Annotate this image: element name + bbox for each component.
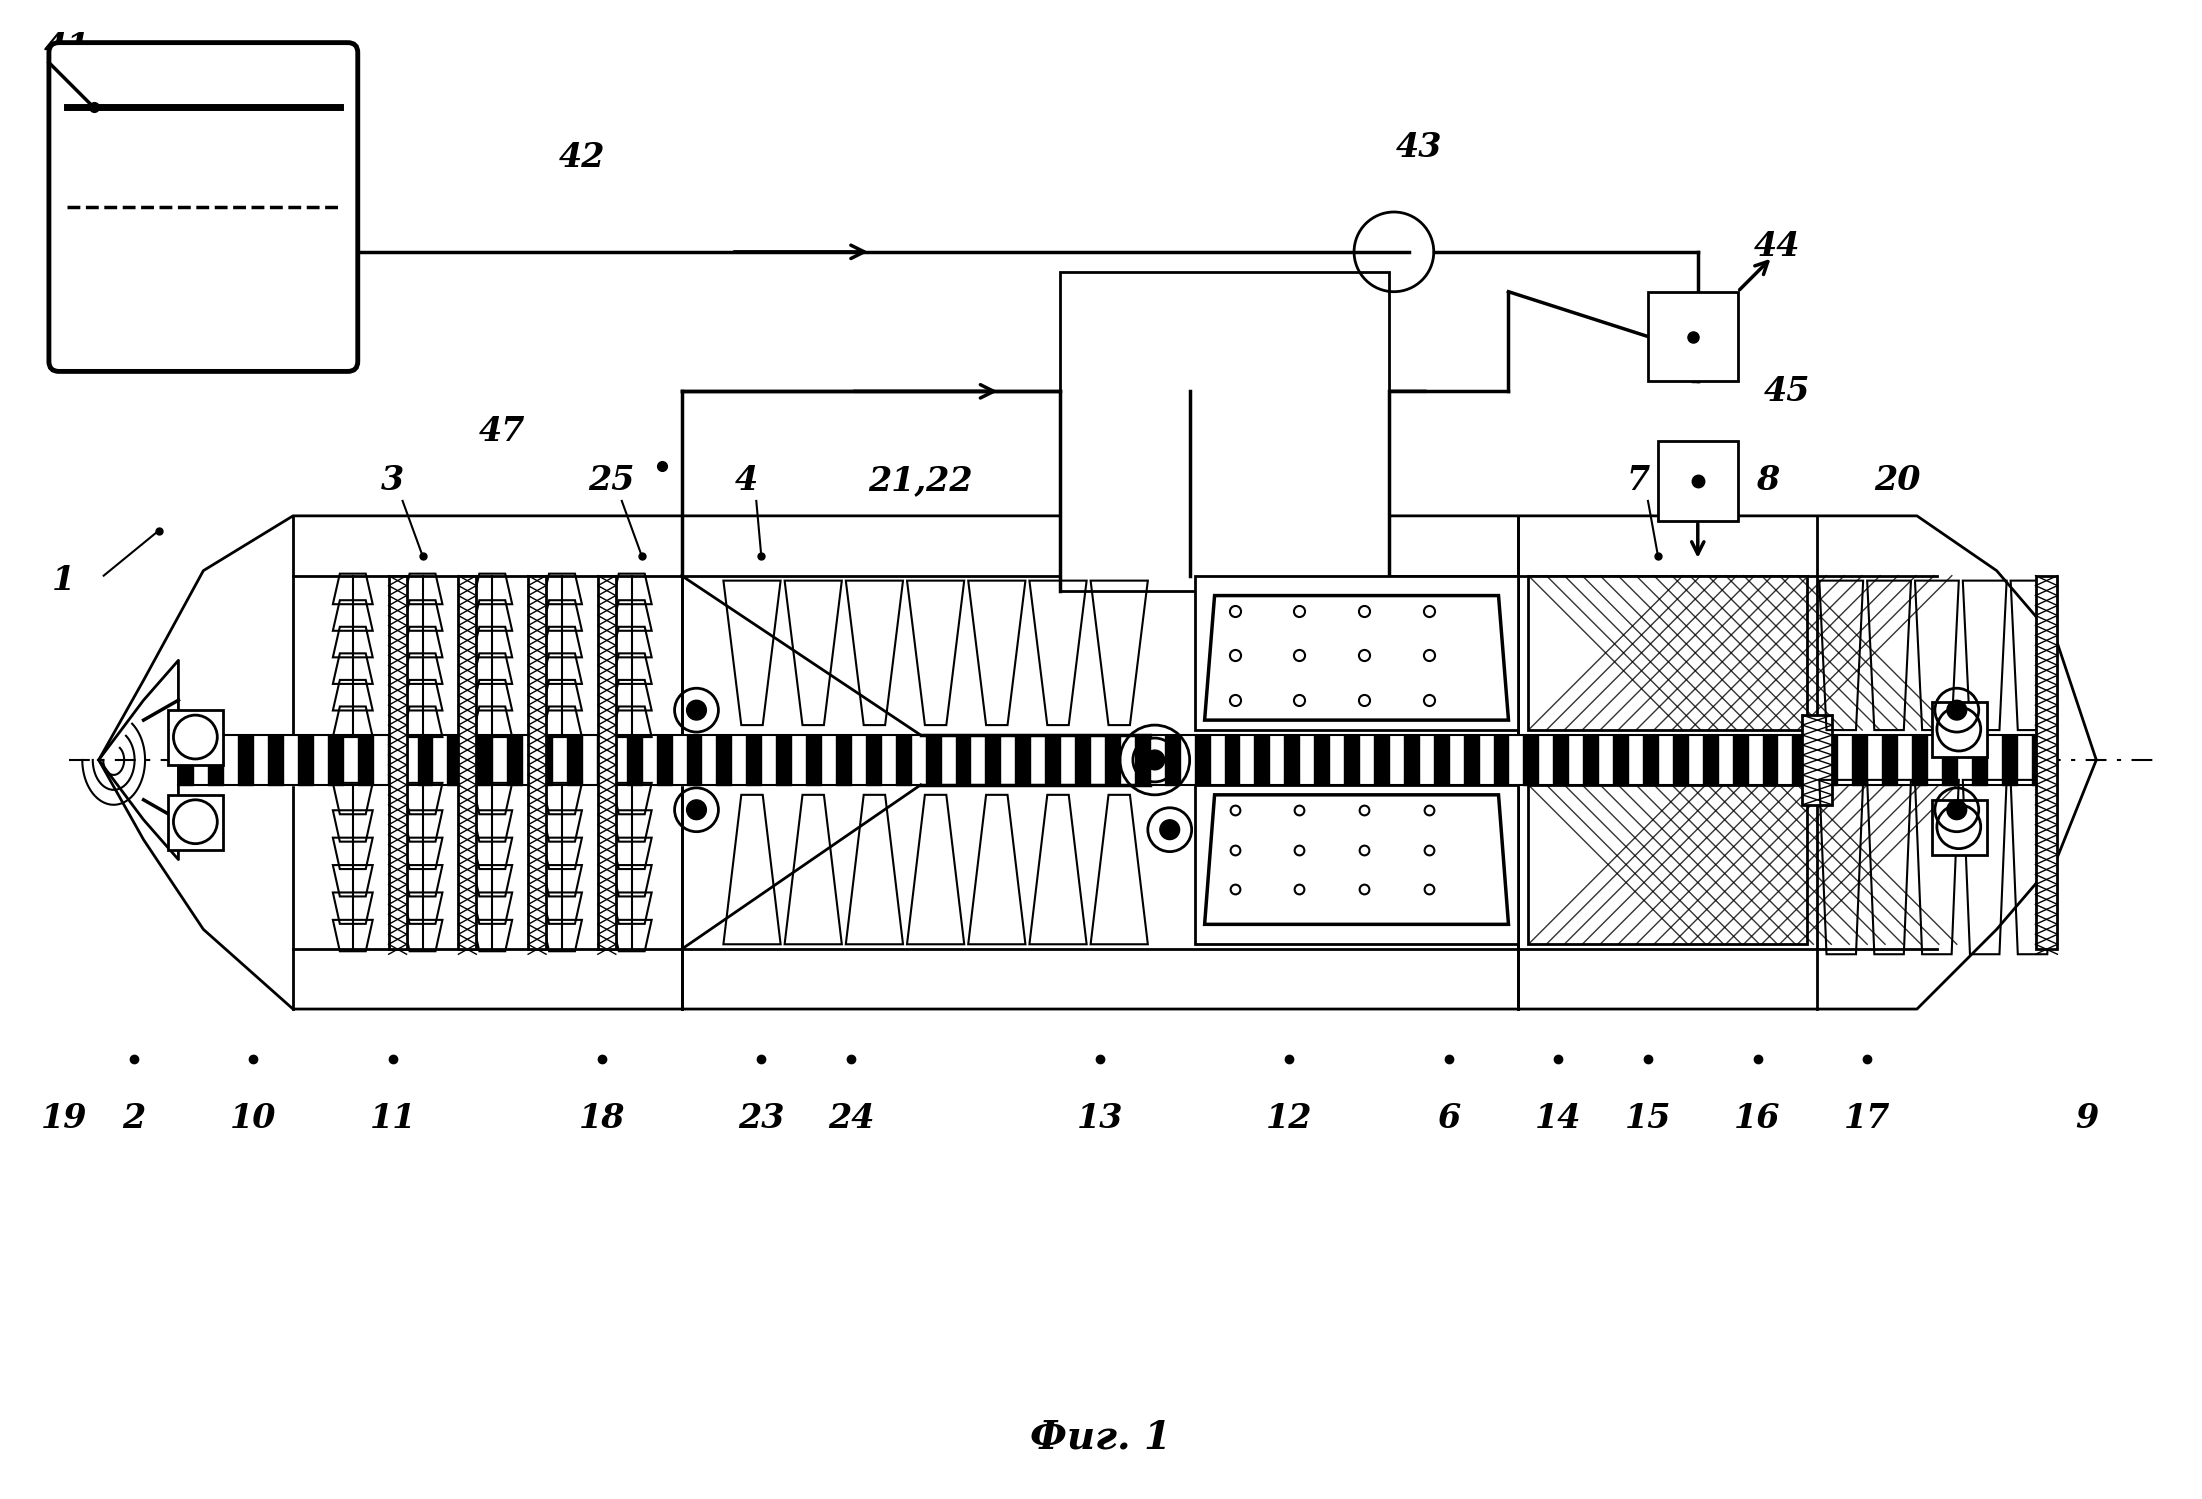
- Bar: [1931, 702, 1986, 757]
- Text: 12: 12: [1266, 1102, 1312, 1135]
- Circle shape: [1947, 700, 1966, 720]
- Bar: [1658, 441, 1737, 520]
- Text: 18: 18: [579, 1102, 625, 1135]
- Bar: [599, 576, 617, 949]
- Bar: [1528, 576, 1808, 730]
- Bar: [528, 576, 546, 949]
- Text: 21,22: 21,22: [868, 465, 973, 498]
- Text: 45: 45: [1764, 375, 1810, 408]
- Text: 44: 44: [1755, 231, 1801, 264]
- Text: 25: 25: [588, 465, 634, 498]
- Circle shape: [1947, 800, 1966, 820]
- Text: 7: 7: [1627, 465, 1649, 498]
- Bar: [1059, 271, 1389, 591]
- Circle shape: [1145, 750, 1165, 770]
- Text: 6: 6: [1438, 1102, 1460, 1135]
- Text: 43: 43: [1396, 130, 1442, 163]
- Circle shape: [1160, 820, 1180, 839]
- Text: 15: 15: [1625, 1102, 1671, 1135]
- Text: 41: 41: [44, 31, 90, 64]
- Text: 17: 17: [1843, 1102, 1889, 1135]
- FancyBboxPatch shape: [48, 42, 357, 372]
- Bar: [170, 794, 222, 850]
- Bar: [170, 711, 222, 764]
- Text: 11: 11: [370, 1102, 416, 1135]
- Bar: [388, 576, 407, 949]
- Text: 9: 9: [2074, 1102, 2099, 1135]
- Text: 2: 2: [121, 1102, 145, 1135]
- Bar: [1931, 800, 1986, 854]
- Bar: [458, 576, 476, 949]
- Text: 42: 42: [559, 141, 606, 174]
- Text: 16: 16: [1735, 1102, 1781, 1135]
- Text: 23: 23: [738, 1102, 784, 1135]
- Bar: [1528, 785, 1808, 944]
- Text: 1: 1: [53, 564, 75, 597]
- Text: 10: 10: [229, 1102, 277, 1135]
- Text: 47: 47: [480, 415, 526, 448]
- Circle shape: [687, 800, 707, 820]
- Text: 3: 3: [381, 465, 405, 498]
- Text: 46: 46: [1127, 330, 1174, 363]
- Text: 4: 4: [735, 465, 757, 498]
- Text: 24: 24: [828, 1102, 874, 1135]
- Bar: [1647, 292, 1737, 381]
- Bar: [1196, 576, 1519, 730]
- Bar: [1196, 785, 1519, 944]
- Text: 5: 5: [1328, 465, 1350, 498]
- Text: 19: 19: [40, 1102, 88, 1135]
- Text: 8: 8: [1755, 465, 1779, 498]
- Bar: [1803, 715, 1832, 805]
- Text: 13: 13: [1077, 1102, 1123, 1135]
- Text: 14: 14: [1535, 1102, 1581, 1135]
- Circle shape: [687, 700, 707, 720]
- Text: Фиг. 1: Фиг. 1: [1031, 1418, 1171, 1457]
- Text: H2: H2: [161, 256, 247, 307]
- Bar: [2035, 576, 2057, 949]
- Text: 20: 20: [1874, 465, 1920, 498]
